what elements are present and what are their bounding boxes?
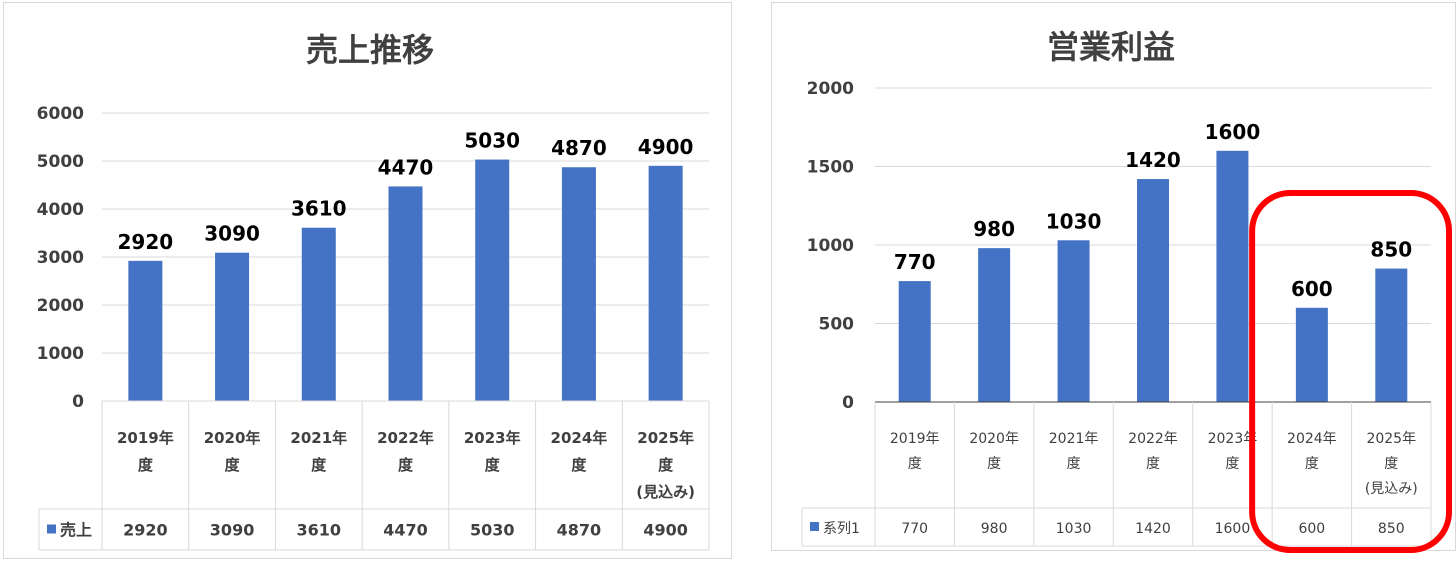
data-label: 3090: [204, 222, 260, 246]
data-label: 2920: [118, 230, 174, 254]
data-label: 4870: [551, 136, 607, 160]
data-label: 980: [973, 217, 1015, 241]
category-label: 2019年度: [890, 431, 940, 472]
table-value: 600: [1298, 521, 1325, 537]
y-tick-label: 1000: [37, 344, 84, 364]
category-label: 2023年度: [464, 429, 521, 474]
data-label: 5030: [464, 129, 520, 153]
y-tick-label: 500: [819, 315, 855, 335]
category-label: 2020年度: [969, 431, 1019, 472]
category-label: 2022年度: [377, 429, 434, 474]
y-tick-label: 4000: [37, 200, 84, 220]
table-value: 850: [1378, 521, 1405, 537]
bar: [1137, 179, 1169, 402]
data-label: 4900: [638, 135, 694, 159]
y-tick-label: 2000: [37, 296, 84, 316]
table-value: 1600: [1215, 521, 1251, 537]
data-label: 4470: [378, 155, 434, 179]
table-value: 1030: [1056, 521, 1092, 537]
legend-key: [810, 522, 819, 531]
y-tick-label: 1000: [807, 236, 854, 256]
category-label: 2024年度: [551, 429, 608, 474]
chart-title: 売上推移: [306, 31, 434, 69]
bar: [1295, 307, 1328, 402]
bar: [388, 186, 423, 401]
bar: [898, 281, 931, 402]
category-label: 2022年度: [1128, 431, 1178, 472]
legend-key: [47, 524, 56, 534]
bar: [561, 167, 596, 401]
data-label: 1600: [1205, 120, 1261, 144]
bar: [978, 248, 1011, 402]
y-tick-label: 5000: [37, 152, 84, 172]
bar: [301, 227, 336, 401]
category-label: 2021年度: [1049, 431, 1099, 472]
table-value: 5030: [470, 521, 515, 540]
table-value: 4900: [643, 521, 688, 540]
bar: [215, 252, 250, 401]
bar: [1057, 240, 1090, 402]
category-label: 2025年度(見込み): [1365, 431, 1418, 497]
y-tick-label: 0: [72, 392, 84, 412]
y-tick-label: 3000: [37, 248, 84, 268]
sales-chart: 売上推移 0 1000 2000 3000 4000 5000 6000 2920 3090 361…: [37, 31, 710, 551]
bar: [1216, 150, 1249, 402]
table-value: 1420: [1135, 521, 1171, 537]
legend-series-name: 系列1: [823, 521, 860, 537]
highlight-frame: [1249, 190, 1452, 553]
table-value: 4870: [557, 521, 602, 540]
bar: [1375, 268, 1408, 402]
y-tick-label: 0: [842, 393, 854, 413]
legend-series-name: 売上: [60, 521, 92, 540]
y-tick-label: 6000: [37, 104, 84, 124]
operating-profit-chart-panel: 営業利益 0 500 1000 1500 2000 770 980 1030 1420 1600 60…: [771, 2, 1456, 553]
table-value: 770: [901, 521, 928, 537]
category-label: 2019年度: [117, 429, 174, 474]
category-label: 2024年度: [1287, 431, 1337, 472]
table-value: 3610: [297, 521, 342, 540]
category-label: 2023年度: [1208, 431, 1258, 472]
data-label: 1420: [1125, 148, 1181, 172]
sales-chart-panel: 売上推移 0 1000 2000 3000 4000 5000 6000 2920 3090 361…: [3, 2, 732, 559]
y-tick-label: 1500: [807, 158, 854, 178]
data-label: 600: [1291, 277, 1333, 301]
bar: [475, 159, 510, 401]
chart-title: 営業利益: [1047, 28, 1175, 66]
table-value: 3090: [210, 521, 255, 540]
y-tick-label: 2000: [807, 79, 854, 99]
table-value: 4470: [383, 521, 428, 540]
data-label: 1030: [1046, 209, 1102, 233]
operating-profit-chart: 営業利益 0 500 1000 1500 2000 770 980 1030 1420 1600 60…: [801, 28, 1452, 553]
data-label: 770: [894, 250, 936, 274]
bar: [128, 260, 163, 401]
category-label: 2020年度: [204, 429, 261, 474]
bar: [648, 165, 683, 401]
category-label: 2025年度(見込み): [636, 429, 695, 501]
data-label: 3610: [291, 197, 347, 221]
data-label: 850: [1370, 238, 1412, 262]
category-label: 2021年度: [290, 429, 347, 474]
table-value: 980: [981, 521, 1008, 537]
table-value: 2920: [123, 521, 168, 540]
